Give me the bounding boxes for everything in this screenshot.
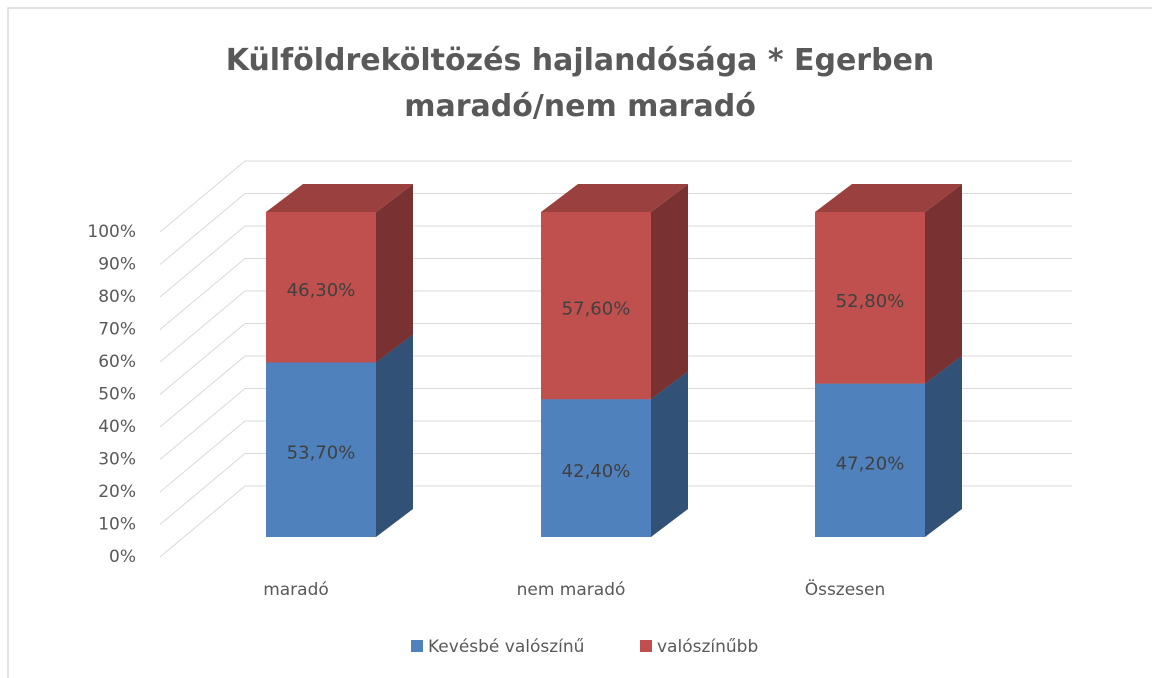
grid-line (159, 258, 1072, 330)
bar-side (925, 355, 962, 537)
y-tick-label: 100% (87, 222, 136, 242)
x-tick-label: maradó (263, 580, 329, 600)
legend-swatch (640, 640, 652, 652)
y-tick-label: 30% (98, 450, 136, 470)
x-tick-label: Összesen (805, 578, 886, 600)
legend-label: valószínűbb (657, 637, 758, 657)
data-label: 47,20% (836, 453, 905, 474)
frame (7, 7, 1152, 678)
y-tick-label: 90% (98, 255, 136, 275)
grid-line (159, 355, 1072, 428)
bar-side (651, 184, 688, 400)
chart-title: Külföldreköltözés hajlandósága * Egerben… (225, 43, 935, 124)
grid-line (159, 388, 1072, 460)
data-label: 53,70% (287, 443, 356, 464)
bar-front (541, 212, 651, 400)
grid-line (159, 290, 1072, 363)
y-tick-label: 0% (109, 547, 136, 567)
legend-label: Kevésbé valószínű (428, 637, 584, 657)
data-label: 57,60% (562, 299, 631, 320)
x-tick-label: nem maradó (517, 580, 626, 600)
bar-side (651, 371, 688, 537)
bar-front (541, 399, 651, 537)
legend-swatch (411, 640, 423, 652)
grid-line (159, 420, 1072, 493)
y-tick-label: 40% (98, 417, 136, 437)
data-label: 46,30% (287, 280, 356, 301)
bar-top (541, 184, 688, 212)
bar-front (266, 362, 376, 537)
grid-line (159, 193, 1072, 265)
bar-front (815, 212, 925, 384)
bar-side (925, 184, 962, 384)
y-tick-label: 60% (98, 352, 136, 372)
y-tick-label: 50% (98, 385, 136, 405)
bar-side (376, 334, 413, 537)
bar-side (376, 184, 413, 363)
grid-line (159, 485, 1072, 558)
bar-front (815, 383, 925, 537)
bar-front (266, 212, 376, 363)
y-tick-label: 70% (98, 320, 136, 340)
bar-top (266, 184, 413, 212)
y-tick-label: 10% (98, 515, 136, 535)
grid-line (159, 323, 1072, 395)
grid-line (159, 160, 1072, 233)
y-tick-label: 20% (98, 482, 136, 502)
data-label: 42,40% (562, 461, 631, 482)
grid-line (159, 453, 1072, 525)
bar-top (815, 184, 962, 212)
y-tick-label: 80% (98, 287, 136, 307)
grid-line (159, 225, 1072, 298)
data-label: 52,80% (836, 291, 905, 312)
